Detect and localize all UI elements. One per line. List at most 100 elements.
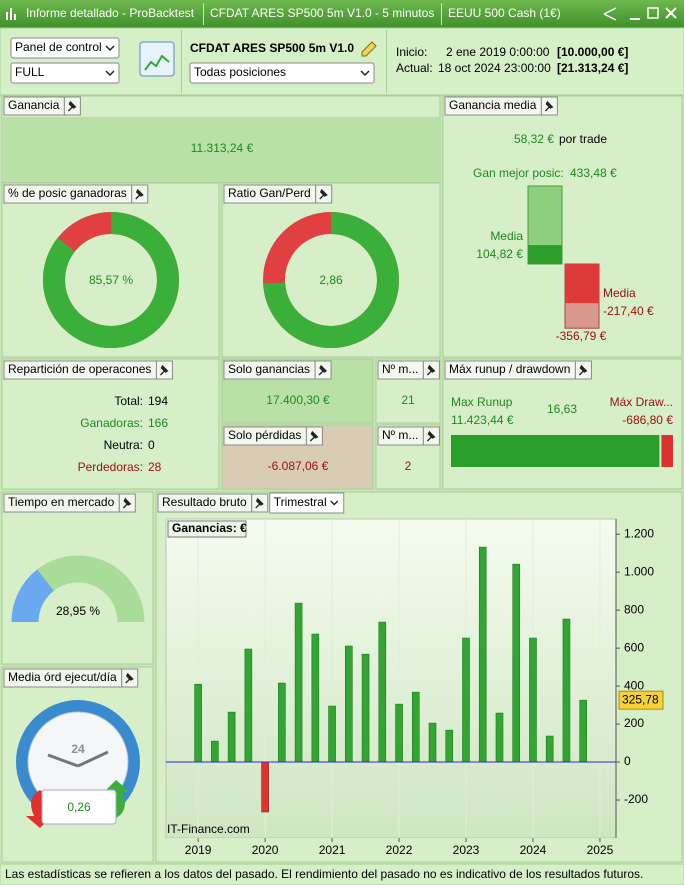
header-divider: [386, 30, 387, 93]
footer-text: Las estadísticas se refieren a los datos…: [5, 867, 643, 881]
panel-title: % de posic ganadoras: [8, 186, 127, 200]
bar: [395, 703, 403, 763]
panel-title: Repartición de operacones: [8, 362, 151, 376]
pin-icon: [309, 430, 319, 442]
losses-value: -6.087,06 €: [268, 459, 329, 473]
gain-value-area: [3, 117, 439, 181]
close-icon[interactable]: [665, 7, 677, 19]
select-box: [10, 62, 120, 84]
title-bar: [0, 0, 684, 28]
avg-gain-suffix: por trade: [559, 132, 607, 146]
losses-count: 2: [405, 459, 412, 473]
panel-title: Solo pérdidas: [228, 428, 301, 442]
legend: Ganancias: €: [172, 521, 247, 535]
bar: [261, 761, 269, 813]
dist-value: 194: [148, 394, 168, 408]
best-label: Gan mejor posic:: [473, 166, 564, 180]
y-tick-label: 600: [624, 640, 644, 654]
pin-icon: [135, 188, 144, 200]
edit-icon[interactable]: [361, 41, 377, 57]
end-label: Actual:: [396, 61, 433, 75]
app-icon: [6, 8, 16, 20]
y-tick-label: 0: [624, 754, 631, 768]
avg-gain-value: 58,32 €: [514, 132, 554, 146]
bar: [411, 691, 420, 763]
bar: [428, 722, 437, 763]
watermark: IT-Finance.com: [167, 822, 250, 836]
dist-value: 0: [148, 438, 155, 452]
x-tick-label: 2024: [520, 843, 547, 857]
avg-win-label: Media: [490, 229, 523, 243]
bar: [512, 563, 521, 763]
pin-icon: [159, 364, 169, 376]
dist-label: Perdedoras:: [78, 460, 143, 474]
clock-hands: [47, 750, 109, 768]
bar: [462, 637, 470, 763]
bar: [529, 637, 537, 763]
y-tick-label: -200: [624, 792, 648, 806]
footer: [0, 863, 684, 885]
bar: [495, 712, 504, 763]
strategy-name: CFDAT ARES SP500 5m V1.0: [190, 41, 354, 55]
share-icon[interactable]: [603, 7, 617, 21]
panel-title: Ganancia: [8, 98, 60, 112]
window-tab: EEUU 500 Cash (1€): [448, 6, 561, 20]
bar: [227, 711, 236, 763]
market-time-value: 28,95 %: [56, 604, 100, 618]
strategy-icon-chart: [144, 54, 170, 71]
bar: [579, 699, 587, 763]
window-title: Informe detallado - ProBacktest: [26, 6, 195, 20]
bar: [211, 740, 219, 763]
select-box: [10, 37, 120, 59]
gain-value: 11.313,24 €: [191, 141, 254, 155]
panel-title: Tiempo en mercado: [8, 495, 115, 509]
pin-icon: [255, 497, 264, 509]
bar: [311, 633, 320, 763]
y-tick-label: 1.200: [624, 526, 654, 540]
drawdown-value: -686,80 €: [622, 413, 673, 427]
dist-label: Neutra:: [104, 438, 143, 452]
panel-title: Nº m...: [382, 428, 418, 442]
axis-band: [166, 838, 616, 860]
select-arrow: [330, 500, 339, 506]
bar: [361, 653, 370, 763]
pin-icon: [319, 188, 328, 200]
panel: [442, 358, 683, 490]
bar: [378, 621, 387, 763]
avg-win-bar: [528, 245, 562, 264]
panel-title: Ratio Gan/Perd: [228, 186, 311, 200]
bar: [545, 735, 554, 763]
panel-title: Media órd ejecut/día: [8, 670, 117, 684]
gauge-value: [11, 569, 55, 623]
bar: [278, 682, 286, 763]
orders-value-box: [41, 789, 117, 825]
avg-loss-label: Media: [603, 286, 636, 300]
best-value: 433,48 €: [570, 166, 617, 180]
start-label: Inicio:: [396, 45, 427, 59]
current-value-label: 325,78: [622, 692, 659, 706]
bar: [294, 602, 303, 763]
gains-value: 17.400,30 €: [266, 393, 330, 407]
bar: [328, 705, 336, 763]
panel-title: Resultado bruto: [162, 495, 247, 509]
panel-title: Nº m...: [382, 362, 418, 376]
tab-separator: [441, 3, 442, 25]
runup-label: Max Runup: [451, 395, 513, 409]
tab-separator: [203, 3, 204, 25]
x-tick-label: 2020: [252, 843, 279, 857]
runup-value: 11.423,44 €: [451, 413, 514, 427]
orders-value: 0,26: [67, 800, 91, 814]
start-date: 2 ene 2019 0:00:00: [446, 45, 550, 59]
pin-icon: [544, 100, 554, 112]
panel-title: Solo ganancias: [228, 362, 310, 376]
dist-value: 166: [148, 416, 168, 430]
panel-title: Ganancia media: [449, 98, 537, 112]
dist-label: Ganadoras:: [80, 416, 143, 430]
select-text: FULL: [15, 65, 45, 79]
y-tick-label: 1.000: [624, 564, 654, 578]
pin-icon: [122, 497, 132, 509]
period-select-text: Trimestral: [274, 495, 327, 509]
drawdown-label: Máx Draw...: [610, 395, 673, 409]
pin-icon: [578, 364, 588, 376]
